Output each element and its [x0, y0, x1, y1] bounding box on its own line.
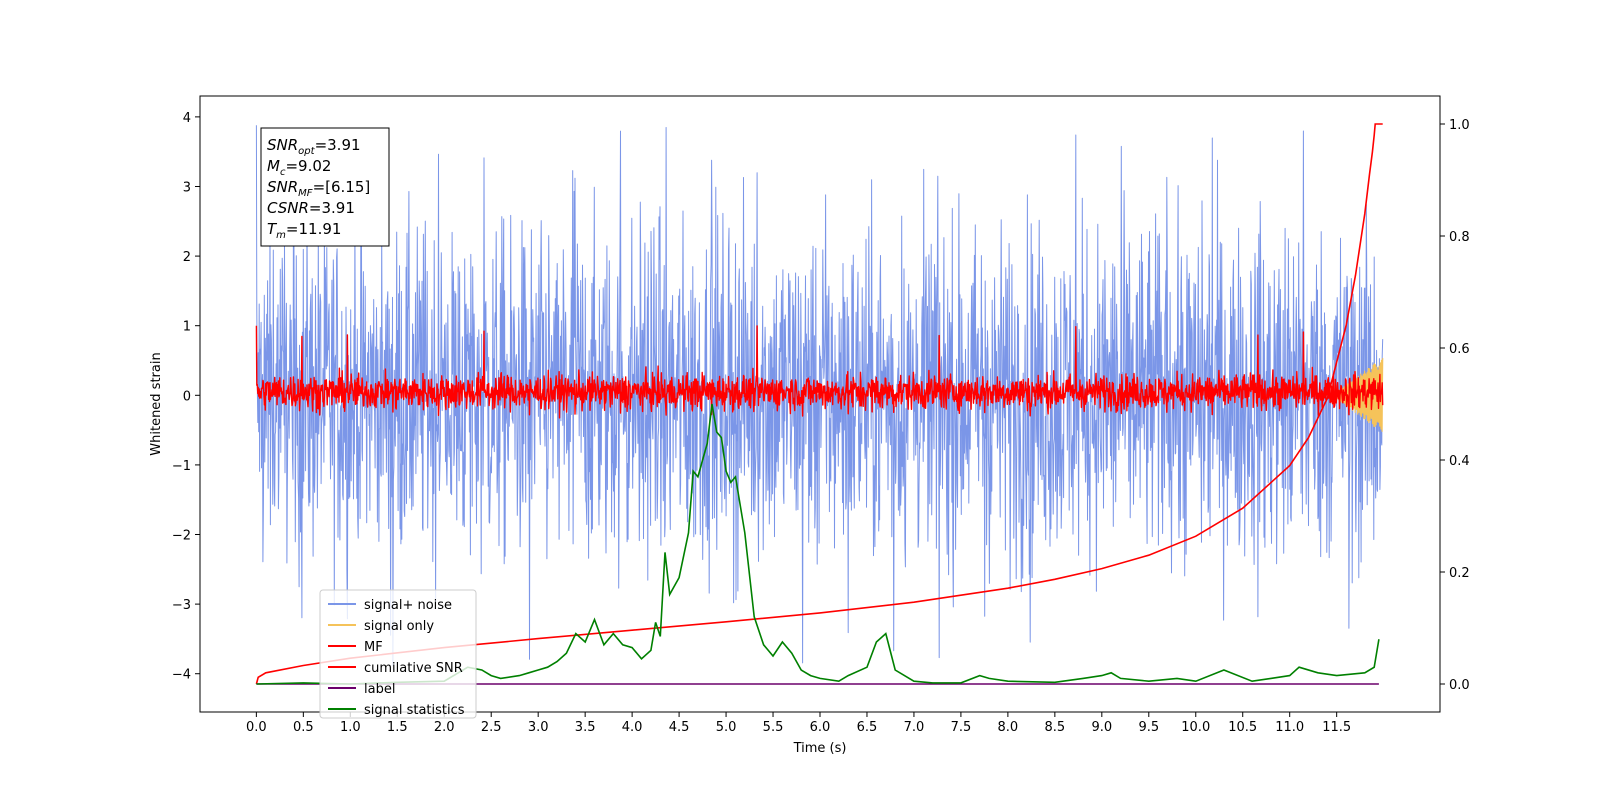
x-tick-label: 7.0 [904, 720, 925, 735]
x-tick-label: 4.5 [669, 720, 690, 735]
x-tick-label: 3.0 [528, 720, 549, 735]
y2-tick-label: 0.4 [1449, 454, 1470, 469]
y-axis-right: 0.0 0.2 0.4 0.6 0.8 1.0 [1440, 118, 1470, 693]
y-tick-label: 1 [183, 320, 191, 335]
y-tick-label: 4 [183, 111, 191, 126]
x-tick-label: 4.0 [622, 720, 643, 735]
y2-tick-label: 0.0 [1449, 678, 1470, 693]
x-tick-label: 1.5 [387, 720, 408, 735]
y-tick-label: −1 [172, 459, 191, 474]
y2-tick-label: 0.8 [1449, 230, 1470, 245]
legend-label-cumilative-snr: cumilative SNR [364, 661, 463, 676]
x-tick-label: 5.5 [763, 720, 784, 735]
legend-label-mf: MF [364, 640, 383, 655]
legend-label-label: label [364, 682, 395, 697]
legend-label-signal-noise: signal+ noise [364, 598, 452, 613]
legend-items: signal+ noise signal only MF cumilative SNR… [328, 598, 465, 718]
y-tick-label: −2 [172, 529, 191, 544]
x-tick-label: 10.0 [1181, 720, 1210, 735]
y2-tick-label: 0.2 [1449, 566, 1470, 581]
y-tick-label: −3 [172, 598, 191, 613]
x-tick-label: 1.0 [340, 720, 361, 735]
info-line: Mc=9.02 [267, 157, 331, 178]
info-box-frame [260, 127, 390, 247]
info-line: SNRopt=3.91 [267, 136, 361, 157]
x-tick-label: 5.0 [716, 720, 737, 735]
x-tick-label: 2.5 [481, 720, 502, 735]
x-tick-label: 0.0 [246, 720, 267, 735]
y-tick-label: −4 [172, 668, 191, 683]
x-axis-title: Time (s) [793, 741, 847, 756]
legend: signal+ noise signal only MF cumilative SNR… [319, 589, 477, 719]
legend-frame [319, 589, 477, 719]
x-tick-label: 3.5 [575, 720, 596, 735]
info-line: SNRMF=[6.15] [267, 178, 370, 199]
y-axis-left: −4 −3 −2 −1 0 1 2 3 4 [172, 111, 200, 683]
x-tick-label: 9.0 [1091, 720, 1112, 735]
x-tick-label: 6.0 [810, 720, 831, 735]
legend-label-signal-statistics: signal statistics [364, 703, 465, 718]
info-line: CSNR=3.91 [267, 199, 355, 217]
y-tick-label: 2 [183, 250, 191, 265]
x-tick-label: 6.5 [857, 720, 878, 735]
info-line: Tm=11.91 [267, 220, 341, 241]
series-mf [255, 325, 1384, 419]
x-tick-label: 0.5 [293, 720, 314, 735]
x-tick-label: 11.5 [1322, 720, 1351, 735]
x-tick-label: 10.5 [1228, 720, 1257, 735]
x-axis: 0.0 0.5 1.0 1.5 2.0 2.5 3.0 3.5 4.0 4.5 5.0 5.5 6.0 6… [246, 712, 1351, 735]
x-tick-label: 9.5 [1138, 720, 1159, 735]
series-signal-statistics [256, 403, 1380, 685]
legend-label-signal-only: signal only [364, 619, 434, 634]
series-signal-noise [255, 125, 1384, 667]
x-tick-label: 2.0 [434, 720, 455, 735]
y2-tick-label: 0.6 [1449, 342, 1470, 357]
y-tick-label: 0 [183, 389, 191, 404]
x-tick-label: 11.0 [1275, 720, 1304, 735]
y-tick-label: 3 [183, 180, 191, 195]
y-axis-title: Whitened strain [149, 352, 164, 455]
x-tick-label: 7.5 [951, 720, 972, 735]
x-tick-label: 8.5 [1045, 720, 1066, 735]
x-tick-label: 8.0 [998, 720, 1019, 735]
y2-tick-label: 1.0 [1449, 118, 1470, 133]
